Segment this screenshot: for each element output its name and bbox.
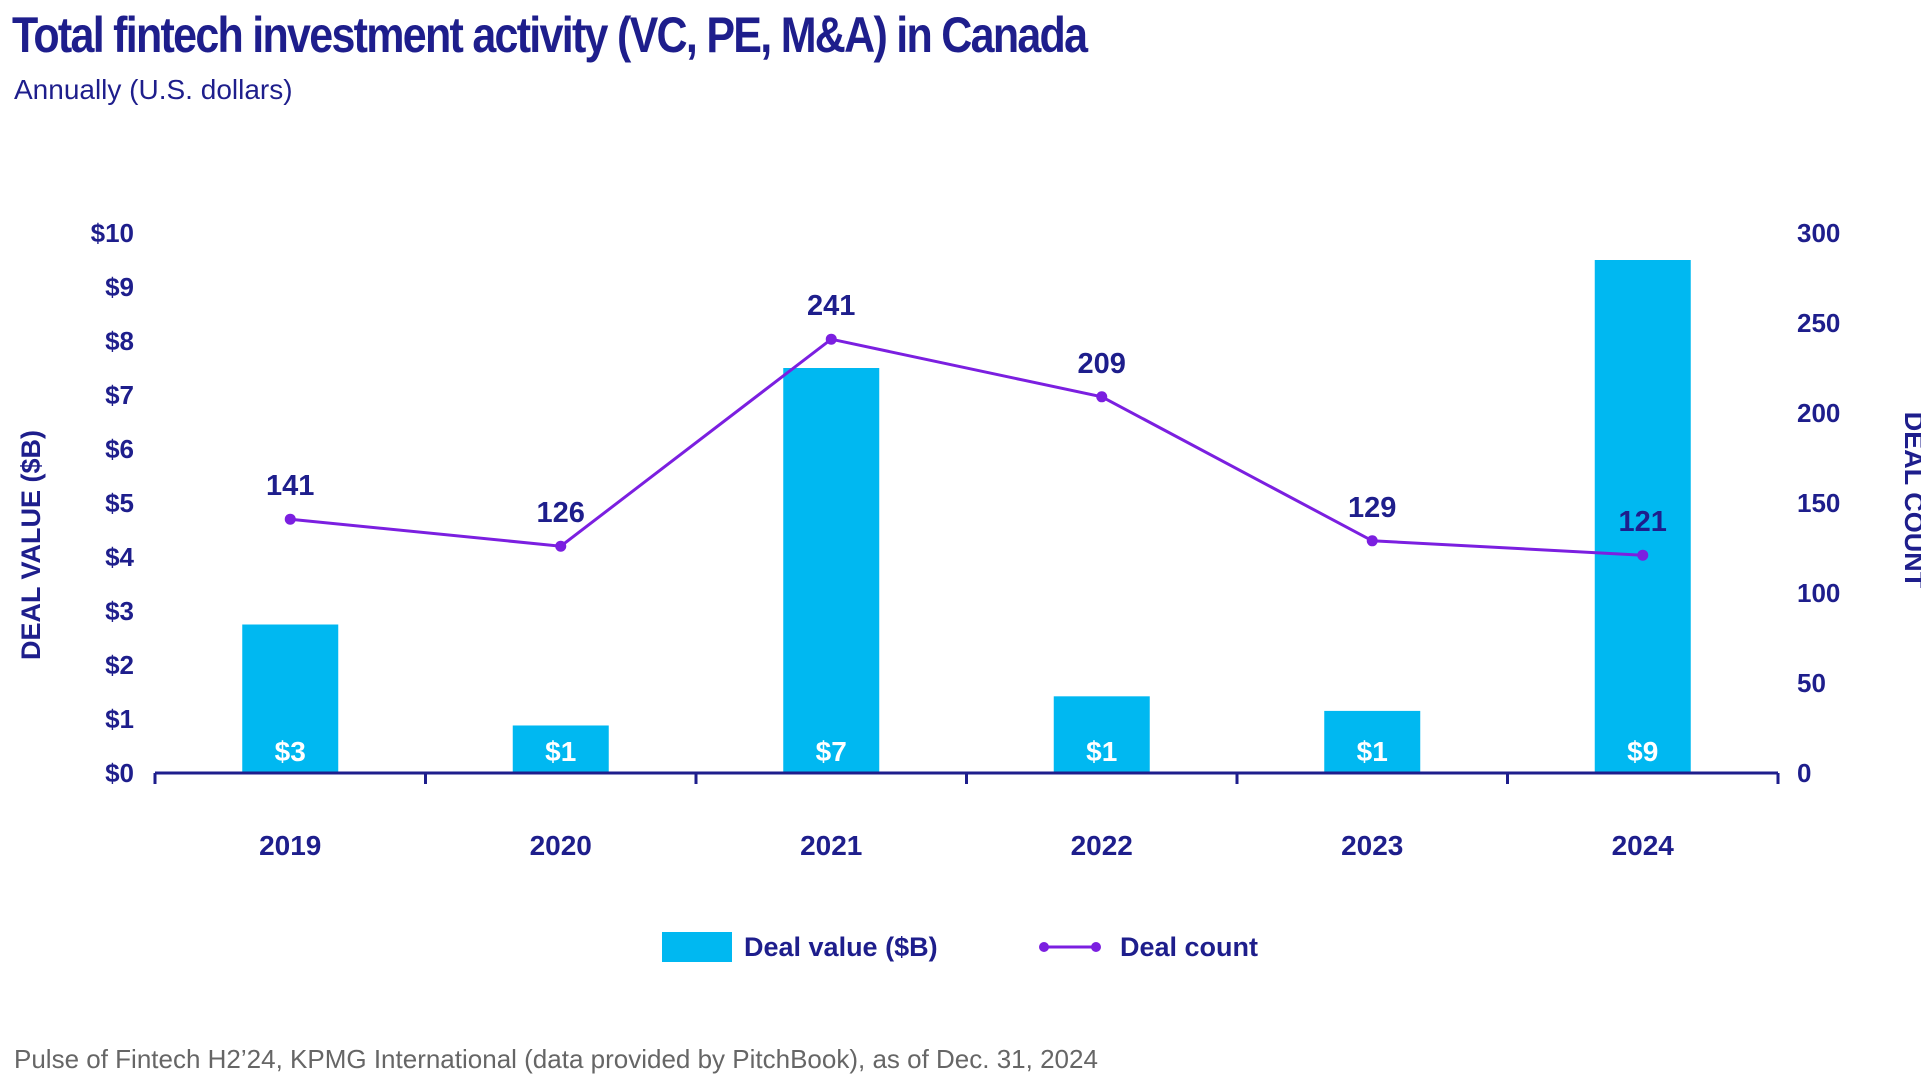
right-tick-label: 300	[1797, 218, 1840, 248]
right-tick-label: 0	[1797, 758, 1811, 788]
line-path	[290, 337, 1643, 557]
line-point	[1637, 549, 1649, 561]
left-tick-label: $10	[91, 218, 134, 248]
left-axis-ticks: $0 $1 $2 $3 $4 $5 $6 $7 $8 $9 $10	[91, 218, 135, 788]
left-axis-title: DEAL VALUE ($B)	[16, 430, 46, 660]
right-tick-label: 100	[1797, 578, 1840, 608]
right-axis-ticks: 0 50 100 150 200 250 300	[1797, 218, 1840, 788]
left-tick-label: $7	[105, 380, 134, 410]
line-point	[555, 540, 567, 552]
line-point	[1366, 535, 1378, 547]
right-tick-label: 50	[1797, 668, 1826, 698]
chart-title: Total fintech investment activity (VC, P…	[12, 7, 1088, 63]
left-tick-label: $9	[105, 272, 134, 302]
category-label: 2020	[530, 830, 592, 861]
bar-value-label: $1	[1357, 736, 1388, 767]
bar	[242, 624, 339, 773]
x-axis	[153, 771, 1780, 784]
left-tick-label: $5	[105, 488, 134, 518]
right-axis-title: DEAL COUNT	[1899, 412, 1921, 589]
line-point	[284, 513, 296, 525]
bar-value-label: $9	[1627, 736, 1658, 767]
line-value-label: 141	[266, 470, 314, 502]
category-label: 2019	[259, 830, 321, 861]
left-tick-label: $6	[105, 434, 134, 464]
bar	[1053, 696, 1150, 773]
bar	[783, 368, 880, 773]
line-point	[1096, 391, 1108, 403]
right-tick-label: 150	[1797, 488, 1840, 518]
bar-value-label: $1	[545, 736, 576, 767]
left-tick-label: $0	[105, 758, 134, 788]
left-tick-label: $1	[105, 704, 134, 734]
category-label: 2024	[1612, 830, 1675, 861]
chart-subtitle: Annually (U.S. dollars)	[14, 74, 293, 105]
legend-bar-label: Deal value ($B)	[744, 932, 938, 962]
bar-value-label: $7	[816, 736, 847, 767]
left-tick-label: $4	[105, 542, 134, 572]
line-value-label: 126	[537, 497, 585, 529]
line-series: 141 126 241 209 129 121	[266, 290, 1667, 561]
legend-line-marker-right	[1091, 942, 1101, 952]
category-label: 2023	[1341, 830, 1403, 861]
legend-line-label: Deal count	[1120, 932, 1258, 962]
bar	[1594, 260, 1691, 773]
line-value-label: 209	[1078, 348, 1126, 380]
right-tick-label: 200	[1797, 398, 1840, 428]
legend: Deal value ($B) Deal count	[662, 932, 1258, 962]
line-value-label: 241	[807, 290, 855, 322]
legend-bar-swatch	[662, 932, 732, 962]
source-note: Pulse of Fintech H2’24, KPMG Internation…	[14, 1044, 1098, 1074]
left-tick-label: $8	[105, 326, 134, 356]
category-labels: 2019 2020 2021 2022 2023 2024	[259, 830, 1674, 861]
line-value-label: 121	[1619, 506, 1667, 538]
category-label: 2022	[1071, 830, 1133, 861]
left-tick-label: $3	[105, 596, 134, 626]
bar	[1324, 710, 1421, 773]
line-point	[825, 333, 837, 345]
bar-value-label: $3	[275, 736, 306, 767]
category-label: 2021	[800, 830, 862, 861]
legend-line-marker-left	[1039, 942, 1049, 952]
line-value-label: 129	[1348, 492, 1396, 524]
left-tick-label: $2	[105, 650, 134, 680]
bar-series: $3 $1 $7 $1 $1 $9	[242, 260, 1691, 773]
bar	[512, 725, 609, 773]
right-tick-label: 250	[1797, 308, 1840, 338]
bar-value-label: $1	[1086, 736, 1117, 767]
